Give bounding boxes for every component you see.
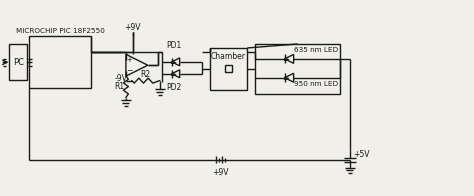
- Text: +5V: +5V: [354, 150, 370, 159]
- Text: +9V: +9V: [212, 168, 229, 177]
- Text: -9V: -9V: [115, 74, 128, 83]
- Text: R2: R2: [141, 70, 151, 79]
- Text: −: −: [126, 66, 132, 75]
- Text: MICROCHIP PIC 18F2550: MICROCHIP PIC 18F2550: [16, 28, 105, 34]
- Text: +: +: [126, 57, 132, 63]
- Text: PC: PC: [13, 58, 24, 67]
- Bar: [225, 65, 232, 72]
- Bar: [9, 44, 27, 80]
- Text: R1: R1: [114, 82, 124, 91]
- Text: Chamber: Chamber: [211, 52, 246, 61]
- Text: 950 nm LED: 950 nm LED: [294, 81, 338, 87]
- Bar: [210, 48, 247, 90]
- Text: PD1: PD1: [166, 42, 181, 51]
- Bar: [29, 36, 91, 88]
- Text: PD2: PD2: [166, 83, 181, 92]
- Text: +9V: +9V: [125, 23, 141, 32]
- Bar: [255, 44, 340, 94]
- Text: 635 nm LED: 635 nm LED: [294, 47, 338, 53]
